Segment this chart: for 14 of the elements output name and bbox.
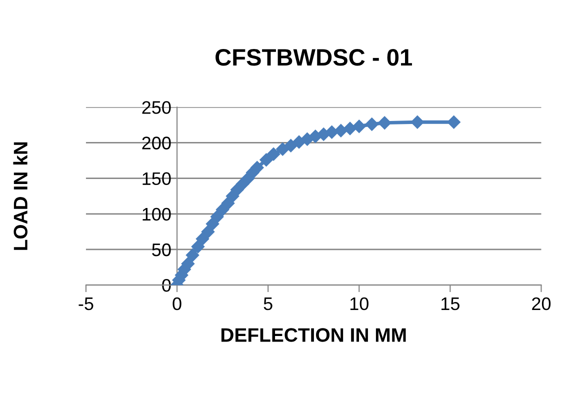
y-tick-label: 100 [142, 208, 171, 221]
x-tick-label: 10 [350, 297, 368, 310]
chart-title: CFSTBWDSC - 01 [216, 49, 412, 66]
y-tick-label: 150 [142, 172, 171, 186]
x-tick-label: -5 [78, 298, 94, 310]
y-tick-label: 200 [142, 136, 171, 150]
x-tick-label: 20 [532, 297, 551, 310]
y-tick-label: 250 [142, 101, 171, 114]
y-tick-label: 50 [152, 243, 171, 256]
x-tick-label: 15 [442, 298, 460, 310]
y-axis-title: LOAD IN kN [13, 142, 28, 250]
x-axis-title: DEFLECTION IN MM [221, 328, 406, 342]
x-tick-label: 5 [264, 298, 272, 310]
x-tick-label: 0 [172, 297, 182, 310]
